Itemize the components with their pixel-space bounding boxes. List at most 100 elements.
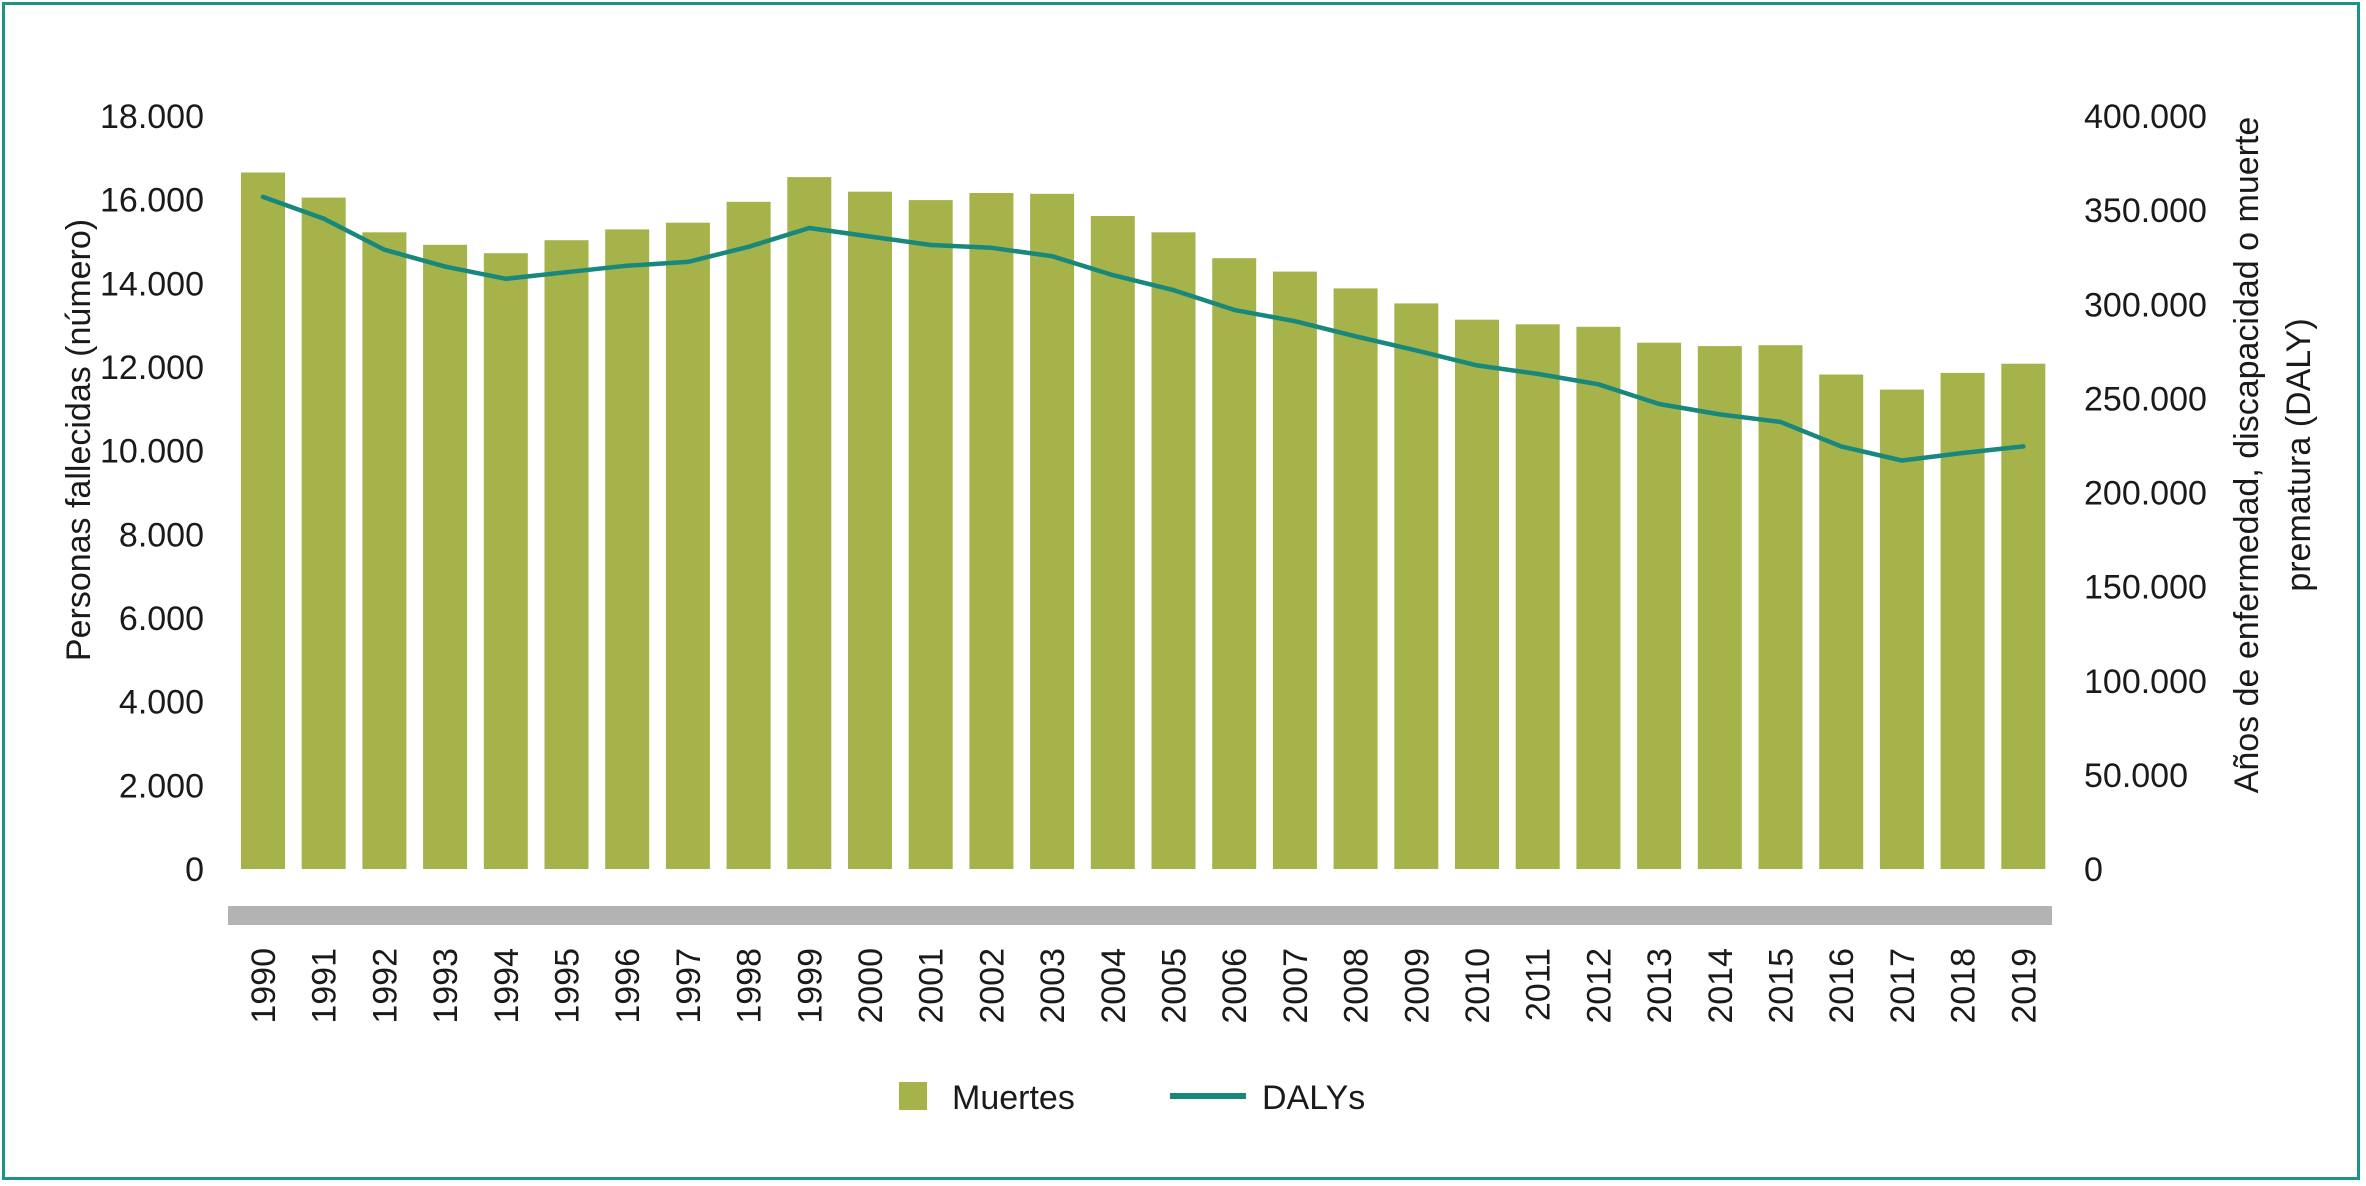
baseline-band — [228, 906, 2052, 925]
bar-muertes-2002 — [969, 193, 1014, 869]
x-tick-label: 2016 — [1823, 948, 1861, 1024]
y-right-tick-label: 300.000 — [2084, 286, 2207, 324]
legend-label-dalys: DALYs — [1262, 1079, 1365, 1117]
y-right-tick-label: 200.000 — [2084, 475, 2207, 513]
y-right-tick-label: 350.000 — [2084, 192, 2207, 230]
y-left-tick-label: 10.000 — [100, 433, 204, 471]
point-dalys-2011 — [1535, 371, 1540, 377]
bar-muertes-2005 — [1151, 232, 1196, 870]
bar-muertes-2018 — [1940, 372, 1985, 869]
point-dalys-2008 — [1353, 334, 1358, 339]
bar-muertes-2015 — [1758, 345, 1803, 869]
x-tick-label: 1992 — [366, 948, 404, 1024]
x-tick-label: 2015 — [1763, 948, 1801, 1024]
x-tick-label: 2009 — [1398, 948, 1436, 1024]
y-right-axis-title-line1: Años de enfermedad, discapacidad o muert… — [2228, 117, 2266, 794]
bar-muertes-2019 — [2001, 363, 2046, 869]
point-dalys-2015 — [1778, 419, 1783, 425]
y-right-tick-labels: 0 50.000 100.000 150.000 200.000 250.000 300.0… — [2084, 98, 2207, 889]
bar-muertes-2007 — [1272, 271, 1317, 870]
x-tick-label: 2008 — [1338, 948, 1376, 1024]
x-tick-label: 2001 — [913, 948, 951, 1024]
point-dalys-1995 — [564, 270, 569, 275]
point-dalys-2009 — [1414, 348, 1419, 353]
x-tick-label: 2005 — [1156, 948, 1194, 1024]
bar-muertes-1994 — [483, 253, 528, 869]
point-dalys-1990 — [260, 194, 266, 200]
bar-muertes-1999 — [787, 177, 832, 870]
bar-muertes-2001 — [908, 200, 953, 870]
x-tick-label: 2013 — [1641, 948, 1679, 1024]
y-right-tick-label: 50.000 — [2084, 757, 2188, 795]
bars-group — [241, 172, 2046, 870]
point-dalys-1999 — [807, 225, 812, 231]
y-right-tick-label: 250.000 — [2084, 380, 2207, 418]
y-left-tick-label: 2.000 — [119, 767, 204, 805]
x-tick-label: 1993 — [427, 948, 465, 1024]
x-tick-label: 2003 — [1034, 948, 1072, 1024]
bar-muertes-1997 — [665, 222, 710, 869]
y-right-tick-label: 0 — [2084, 851, 2103, 889]
point-dalys-2019 — [2021, 444, 2026, 449]
bar-muertes-1990 — [241, 172, 285, 869]
point-dalys-2007 — [1292, 319, 1298, 324]
bar-muertes-1998 — [726, 201, 771, 870]
bar-muertes-2017 — [1879, 389, 1924, 869]
point-dalys-1996 — [625, 263, 630, 268]
y-left-tick-label: 16.000 — [100, 182, 204, 220]
x-tick-label: 1991 — [306, 948, 344, 1024]
y-left-tick-label: 18.000 — [100, 98, 204, 136]
point-dalys-2017 — [1899, 458, 1905, 463]
point-dalys-2010 — [1474, 363, 1480, 368]
bar-muertes-2013 — [1637, 342, 1682, 869]
y-left-tick-label: 8.000 — [119, 516, 204, 554]
x-tick-label: 2002 — [973, 948, 1011, 1024]
point-dalys-2013 — [1656, 401, 1662, 407]
x-tick-label: 2014 — [1702, 948, 1740, 1024]
point-dalys-2001 — [928, 242, 933, 248]
x-tick-label: 2010 — [1459, 948, 1497, 1024]
bar-muertes-2008 — [1333, 288, 1378, 869]
point-dalys-2016 — [1839, 444, 1844, 449]
x-tick-label: 1998 — [731, 948, 769, 1024]
y-left-tick-label: 14.000 — [100, 265, 204, 303]
y-right-tick-label: 150.000 — [2084, 569, 2207, 607]
point-dalys-2006 — [1232, 307, 1237, 313]
y-left-tick-labels: 0 2.000 4.000 6.000 8.000 10.000 12.000 14.000 1… — [100, 98, 204, 889]
x-tick-label: 2018 — [1945, 948, 1983, 1024]
point-dalys-1991 — [321, 216, 326, 221]
x-tick-label: 2007 — [1277, 948, 1315, 1024]
x-tick-label: 2000 — [852, 948, 890, 1024]
y-right-tick-label: 100.000 — [2084, 663, 2207, 701]
bar-muertes-1993 — [423, 244, 468, 870]
x-tick-label: 2004 — [1095, 948, 1133, 1024]
point-dalys-1998 — [746, 244, 751, 249]
point-dalys-2014 — [1717, 412, 1723, 417]
x-tick-label: 1996 — [609, 948, 647, 1024]
bar-muertes-2004 — [1090, 216, 1135, 869]
point-dalys-2000 — [867, 234, 873, 239]
bar-muertes-1995 — [544, 240, 589, 869]
y-left-tick-label: 12.000 — [100, 349, 204, 387]
point-dalys-1997 — [685, 259, 691, 265]
bar-muertes-2016 — [1819, 374, 1864, 869]
point-dalys-1993 — [442, 264, 448, 269]
point-dalys-2004 — [1110, 272, 1116, 278]
point-dalys-2012 — [1596, 382, 1601, 387]
y-left-tick-label: 4.000 — [119, 684, 204, 722]
bar-muertes-1992 — [362, 232, 407, 870]
y-left-tick-label: 0 — [185, 851, 204, 889]
bar-muertes-2003 — [1030, 193, 1075, 870]
x-tick-label: 1990 — [245, 948, 283, 1024]
bar-muertes-2009 — [1394, 303, 1439, 869]
x-tick-label: 1999 — [791, 948, 829, 1024]
y-right-axis-title-line2: prematura (DALY) — [2280, 318, 2318, 591]
legend: Muertes DALYs — [899, 1079, 1365, 1117]
legend-swatch-muertes — [899, 1082, 927, 1110]
x-tick-label: 1997 — [670, 948, 708, 1024]
x-tick-label: 2006 — [1216, 948, 1254, 1024]
point-dalys-2018 — [1960, 450, 1965, 456]
bar-muertes-2006 — [1212, 258, 1257, 869]
x-tick-label: 2011 — [1520, 948, 1558, 1021]
